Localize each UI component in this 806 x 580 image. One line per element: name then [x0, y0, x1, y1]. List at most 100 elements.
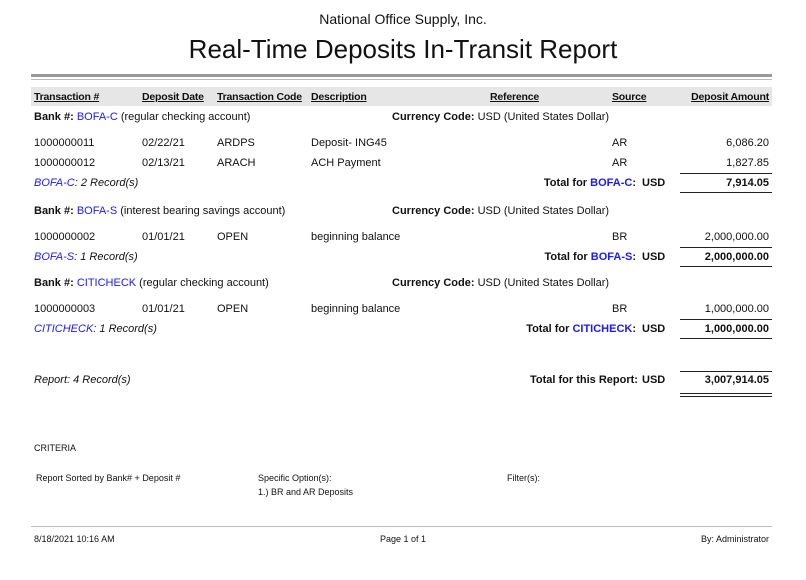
- deposit-amount: 6,086.20: [726, 137, 769, 149]
- col-source: Source: [612, 91, 647, 103]
- report-total-currency: USD: [642, 374, 666, 386]
- criteria-filters-label: Filter(s):: [507, 473, 540, 483]
- subtotal-rule: [680, 247, 772, 248]
- currency-code: Currency Code: USD (United States Dollar…: [392, 276, 609, 290]
- criteria-options-label: Specific Option(s):: [258, 473, 332, 483]
- group-record-count: BOFA-S: 1 Record(s): [34, 250, 138, 264]
- bank-link[interactable]: BOFA-C: [76, 111, 118, 123]
- bank-header: Bank #: CITICHECK (regular checking acco…: [34, 276, 269, 290]
- transaction-number: 1000000011: [34, 137, 95, 149]
- col-reference: Reference: [490, 91, 539, 103]
- col-code: Transaction Code: [217, 91, 302, 103]
- group-total-label: Total for CITICHECK:: [526, 323, 636, 335]
- total-bank-link[interactable]: CITICHECK: [572, 323, 633, 335]
- criteria-heading: CRITERIA: [34, 443, 77, 453]
- deposit-amount: 2,000,000.00: [704, 231, 769, 243]
- column-header-band: [31, 87, 772, 106]
- report-total-double-rule: [680, 393, 772, 394]
- source: BR: [612, 303, 628, 315]
- currency-value: USD (United States Dollar): [477, 111, 610, 123]
- group-total-currency: USD: [642, 177, 666, 189]
- group-total-label: Total for BOFA-C:: [543, 177, 636, 189]
- source: AR: [612, 137, 628, 149]
- transaction-code: OPEN: [217, 303, 249, 315]
- description: beginning balance: [311, 231, 401, 243]
- total-for-label: Total for: [526, 323, 570, 335]
- currency-code: Currency Code: USD (United States Dollar…: [392, 110, 609, 124]
- deposit-amount: 1,000,000.00: [704, 303, 769, 315]
- footer-datetime: 8/18/2021 10:16 AM: [34, 534, 115, 544]
- total-bank-link[interactable]: BOFA-C: [590, 177, 633, 189]
- bank-header: Bank #: BOFA-C (regular checking account…: [34, 110, 250, 124]
- record-count-text: : 1 Record(s): [74, 251, 138, 263]
- col-amount: Deposit Amount: [691, 91, 769, 103]
- deposit-date: 02/22/21: [142, 137, 185, 149]
- currency-label: Currency Code:: [392, 277, 475, 289]
- deposit-date: 01/01/21: [142, 231, 185, 243]
- group-record-count: BOFA-C: 2 Record(s): [34, 176, 138, 190]
- transaction-number: 1000000012: [34, 157, 96, 169]
- total-for-label: Total for: [543, 177, 588, 189]
- title-rule-thin: [31, 79, 772, 80]
- record-count-text: : 1 Record(s): [93, 323, 157, 335]
- transaction-code: ARDPS: [217, 137, 255, 149]
- company-name: National Office Supply, Inc.: [319, 11, 487, 27]
- col-transaction: Transaction #: [34, 91, 100, 103]
- deposit-amount: 1,827.85: [726, 157, 769, 169]
- group-bank-link[interactable]: BOFA-C: [34, 177, 75, 189]
- transaction-code: ARACH: [217, 157, 256, 169]
- report-total-rule: [680, 371, 772, 372]
- total-bank-link[interactable]: BOFA-S: [590, 251, 633, 263]
- footer-user: By: Administrator: [700, 534, 769, 544]
- bank-link[interactable]: CITICHECK: [76, 277, 137, 289]
- report-total-amount: 3,007,914.05: [704, 374, 769, 386]
- bank-label: Bank #:: [34, 205, 74, 217]
- group-total-rule: [680, 266, 772, 267]
- group-total-currency: USD: [642, 251, 666, 263]
- subtotal-rule: [680, 173, 772, 174]
- group-total-rule: [680, 338, 772, 339]
- bank-header: Bank #: BOFA-S (interest bearing savings…: [34, 204, 285, 218]
- bank-link[interactable]: BOFA-S: [76, 205, 118, 217]
- col-date: Deposit Date: [142, 91, 204, 103]
- description: beginning balance: [311, 303, 401, 315]
- currency-label: Currency Code:: [392, 205, 475, 217]
- group-total-amount: 7,914.05: [726, 177, 769, 189]
- group-bank-link[interactable]: CITICHECK: [34, 323, 94, 335]
- currency-code: Currency Code: USD (United States Dollar…: [392, 204, 609, 218]
- deposit-date: 02/13/21: [142, 157, 185, 169]
- group-total-amount: 1,000,000.00: [704, 323, 769, 335]
- group-total-amount: 2,000,000.00: [704, 251, 769, 263]
- currency-label: Currency Code:: [392, 111, 475, 123]
- source: AR: [612, 157, 628, 169]
- criteria-options: 1.) BR and AR Deposits: [258, 487, 354, 497]
- group-total-rule: [680, 192, 772, 193]
- col-description: Description: [311, 91, 367, 103]
- group-total-label: Total for BOFA-S:: [544, 251, 636, 263]
- bank-description: (interest bearing savings account): [120, 205, 286, 217]
- title-rule: [31, 74, 772, 77]
- transaction-number: 1000000002: [34, 231, 96, 243]
- total-for-label: Total for: [544, 251, 588, 263]
- transaction-number: 1000000003: [34, 303, 96, 315]
- description: Deposit- ING45: [311, 137, 387, 149]
- subtotal-rule: [680, 319, 772, 320]
- transaction-code: OPEN: [217, 231, 249, 243]
- group-total-currency: USD: [642, 323, 666, 335]
- source: BR: [612, 231, 628, 243]
- report-total-label: Total for this Report:: [530, 374, 638, 386]
- currency-value: USD (United States Dollar): [477, 277, 610, 289]
- criteria-sorted: Report Sorted by Bank# + Deposit #: [36, 473, 181, 483]
- group-bank-link[interactable]: BOFA-S: [34, 251, 75, 263]
- currency-value: USD (United States Dollar): [477, 205, 610, 217]
- record-count-text: : 2 Record(s): [74, 177, 139, 189]
- bank-label: Bank #:: [34, 277, 74, 289]
- group-record-count: CITICHECK: 1 Record(s): [34, 322, 157, 336]
- footer-page: Page 1 of 1: [379, 534, 427, 544]
- description: ACH Payment: [311, 157, 381, 169]
- report-record-count: Report: 4 Record(s): [34, 374, 131, 386]
- bank-description: (regular checking account): [120, 111, 251, 123]
- report-total-double-rule-2: [680, 396, 772, 397]
- deposit-date: 01/01/21: [142, 303, 185, 315]
